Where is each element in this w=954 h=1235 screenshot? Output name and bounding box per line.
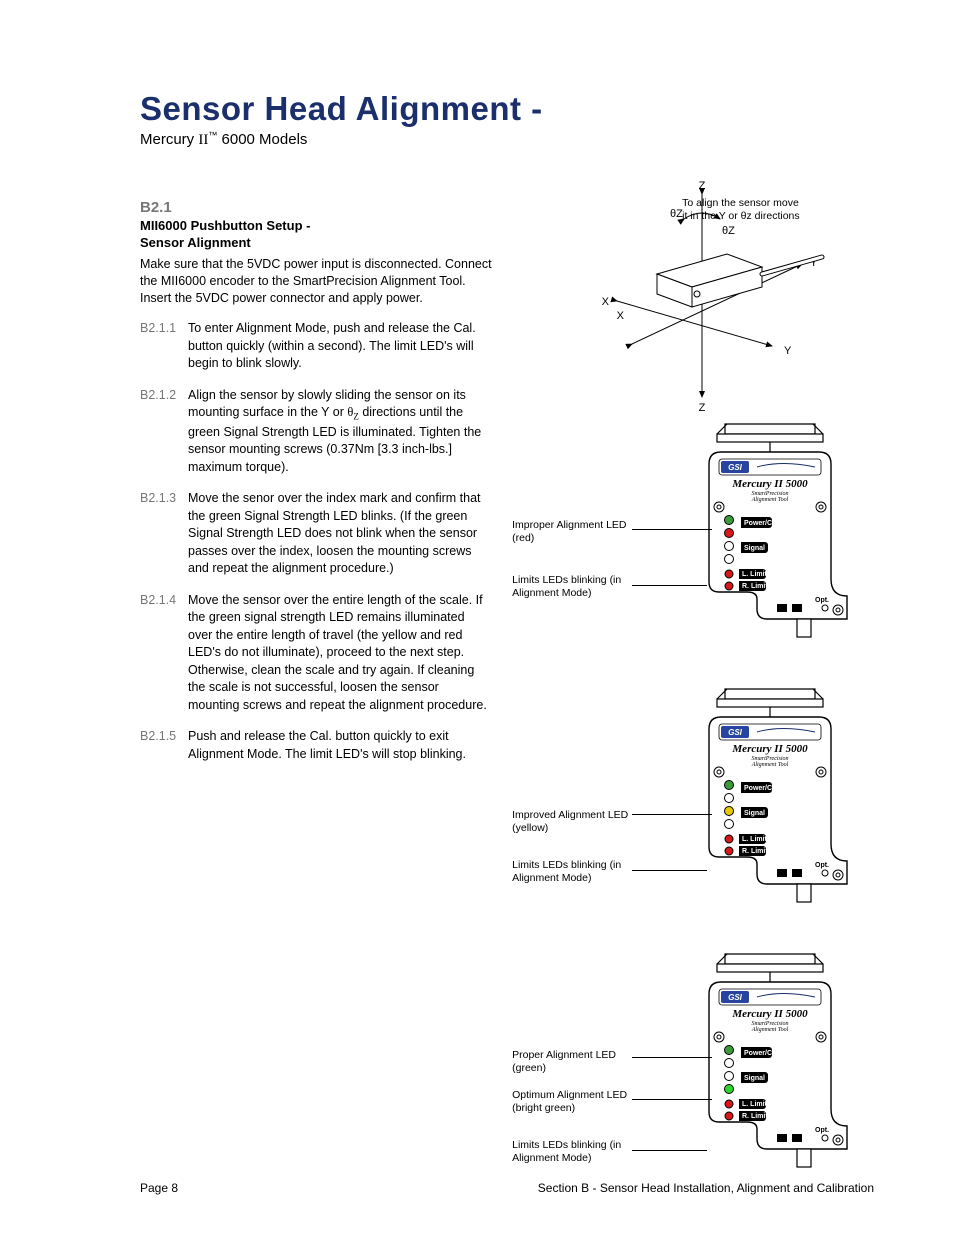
svg-text:Signal: Signal [744,810,765,817]
figure-annotation: Improper Alignment LED (red) [512,519,632,545]
svg-text:Power/Cal.: Power/Cal. [744,520,780,527]
subtitle-suffix: 6000 Models [217,131,307,148]
svg-text:Signal: Signal [744,545,765,552]
step-number: B2.1.1 [140,320,188,373]
alignment-tool-proper: GSI Mercury II 5000 SmartPrecision Align… [697,954,837,1159]
step-number: B2.1.2 [140,387,188,476]
leader-line [632,1057,712,1058]
figure-annotation: Limits LEDs blinking (in Alignment Mode) [512,1139,632,1165]
leader-line [632,529,712,530]
svg-text:Power/Cal.: Power/Cal. [744,1050,780,1057]
figure-annotation: Limits LEDs blinking (in Alignment Mode) [512,859,632,885]
svg-text:X: X [602,296,610,308]
svg-text:GSI: GSI [728,728,743,737]
subtitle-prefix: Mercury [140,131,198,148]
page-footer: Page 8 Section B - Sensor Head Installat… [140,1181,874,1195]
svg-text:L. Limit: L. Limit [742,571,768,578]
step-text: Move the senor over the index mark and c… [188,490,492,578]
svg-text:Y: Y [784,345,792,357]
axis-diagram: Z Z X X Y Y θZ θZ [562,179,862,414]
step-text: To enter Alignment Mode, push and releas… [188,320,492,373]
footer-page: Page 8 [140,1181,178,1195]
svg-text:GSI: GSI [728,463,743,472]
figure-annotation: Limits LEDs blinking (in Alignment Mode) [512,574,632,600]
left-column: B2.1 MII6000 Pushbutton Setup - Sensor A… [140,199,492,777]
svg-text:Alignment Tool: Alignment Tool [751,762,789,768]
section-number: B2.1 [140,199,492,216]
svg-text:Z: Z [699,402,706,414]
svg-text:Opt.: Opt. [815,1127,829,1134]
svg-text:Alignment Tool: Alignment Tool [751,1027,789,1033]
subtitle-roman: II [198,132,208,148]
step-number: B2.1.5 [140,728,188,763]
page-title: Sensor Head Alignment - [140,90,874,128]
svg-text:Opt.: Opt. [815,597,829,604]
svg-text:Mercury II 5000: Mercury II 5000 [732,1008,809,1020]
tm-mark: ™ [208,130,217,140]
svg-text:Opt.: Opt. [815,862,829,869]
alignment-tool-improper: GSI Mercury II 5000 SmartPrecision Align… [697,424,837,629]
leader-line [632,1099,712,1100]
svg-text:L. Limit: L. Limit [742,1101,768,1108]
svg-text:GSI: GSI [728,993,743,1002]
step-item: B2.1.5 Push and release the Cal. button … [140,728,492,763]
step-item: B2.1.1 To enter Alignment Mode, push and… [140,320,492,373]
theta-symbol: θZ [347,405,359,419]
svg-text:Mercury II 5000: Mercury II 5000 [732,743,809,755]
step-item: B2.1.4 Move the sensor over the entire l… [140,592,492,715]
leader-line [632,814,712,815]
step-text: Align the sensor by slowly sliding the s… [188,387,492,476]
svg-text:R. Limit: R. Limit [742,583,768,590]
svg-text:Alignment Tool: Alignment Tool [751,497,789,503]
leader-line [632,585,707,586]
step-number: B2.1.3 [140,490,188,578]
step-item: B2.1.3 Move the senor over the index mar… [140,490,492,578]
svg-text:L. Limit: L. Limit [742,836,768,843]
page-subtitle: Mercury II™ 6000 Models [140,130,874,149]
section-head-l2: Sensor Alignment [140,235,251,250]
svg-text:θZ: θZ [722,225,735,237]
leader-line [632,1150,707,1151]
section-head-l1: MII6000 Pushbutton Setup - [140,218,310,233]
footer-section: Section B - Sensor Head Installation, Al… [538,1181,874,1195]
svg-text:Mercury II 5000: Mercury II 5000 [732,478,809,490]
svg-text:X: X [617,310,625,322]
svg-text:R. Limit: R. Limit [742,848,768,855]
section-heading: MII6000 Pushbutton Setup - Sensor Alignm… [140,218,492,252]
steps-list: B2.1.1 To enter Alignment Mode, push and… [140,320,492,763]
step-number: B2.1.4 [140,592,188,715]
step-text: Push and release the Cal. button quickly… [188,728,492,763]
figure-annotation: Proper Alignment LED (green) [512,1049,632,1075]
step-text: Move the sensor over the entire length o… [188,592,492,715]
intro-paragraph: Make sure that the 5VDC power input is d… [140,256,492,307]
figure-annotation: Improved Alignment LED (yellow) [512,809,632,835]
svg-text:θZ: θZ [670,208,683,220]
svg-text:Z: Z [699,180,706,192]
right-column: To align the sensor move it in the Y or … [512,199,874,777]
alignment-tool-improved: GSI Mercury II 5000 SmartPrecision Align… [697,689,837,894]
svg-text:R. Limit: R. Limit [742,1113,768,1120]
step-item: B2.1.2 Align the sensor by slowly slidin… [140,387,492,476]
leader-line [632,870,707,871]
figure-annotation: Optimum Alignment LED (bright green) [512,1089,632,1115]
svg-text:Signal: Signal [744,1075,765,1082]
svg-text:Power/Cal.: Power/Cal. [744,785,780,792]
